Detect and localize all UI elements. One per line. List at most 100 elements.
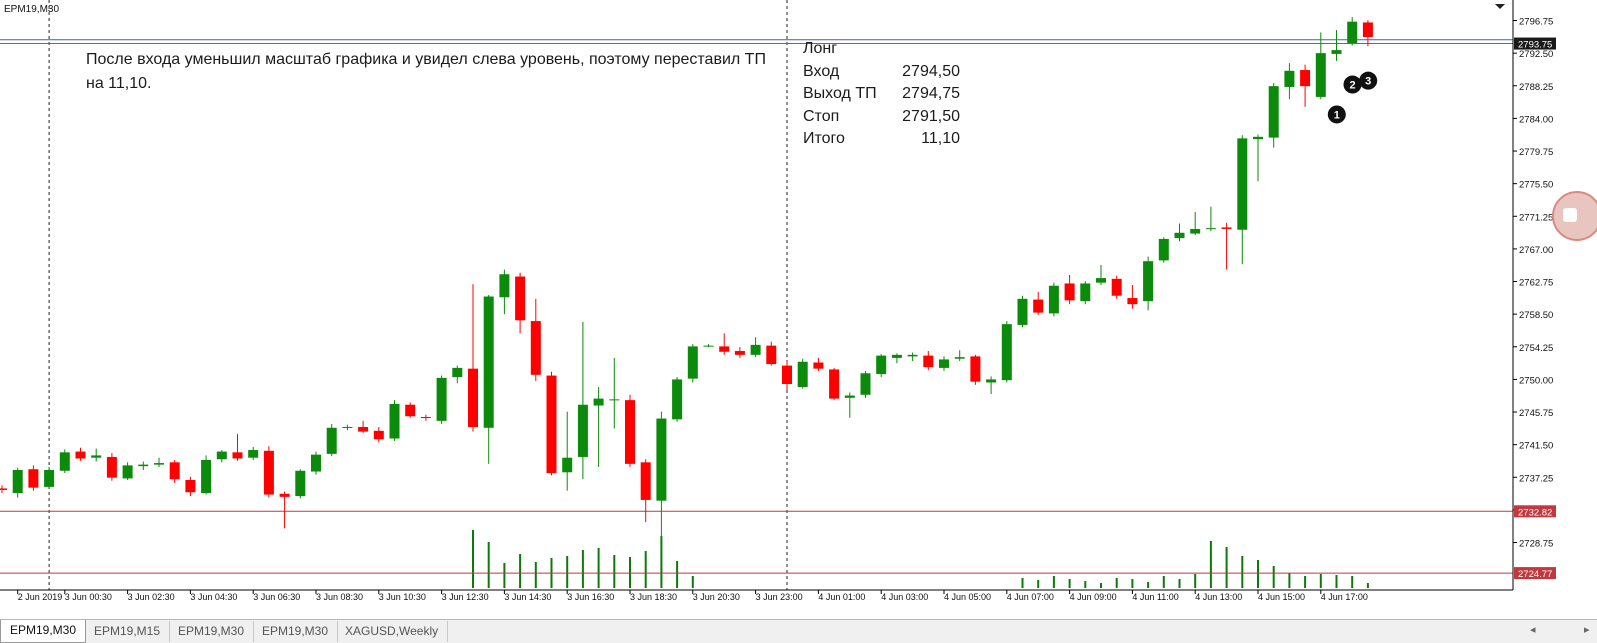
camera-icon bbox=[1563, 208, 1577, 222]
trade-title: Лонг bbox=[803, 40, 838, 57]
candle-body bbox=[1111, 278, 1122, 296]
candle-body bbox=[1017, 298, 1028, 325]
tab-chart-4[interactable]: EPM19,M30 bbox=[253, 621, 339, 642]
time-tick-label: 3 Jun 16:30 bbox=[567, 592, 614, 602]
candle-body bbox=[483, 296, 494, 428]
trade-marker-circle bbox=[1359, 71, 1378, 90]
price-axis[interactable]: 2796.75 2792.50 2788.25 2784.00 2779.75 2775.… bbox=[1513, 17, 1556, 581]
candle-body bbox=[1174, 232, 1185, 239]
chart-tabs-bar: EPM19,M30 EPM19,M15 EPM19,M30 EPM19,M30 … bbox=[0, 619, 1597, 643]
candle-body bbox=[546, 375, 557, 474]
price-tick-label: 2745.75 bbox=[1519, 408, 1553, 419]
candle-body bbox=[216, 451, 227, 460]
candle-body bbox=[44, 469, 55, 487]
candle-body bbox=[1315, 53, 1326, 97]
candle-body bbox=[923, 355, 934, 368]
candle-body bbox=[1190, 228, 1201, 234]
candle-body bbox=[122, 465, 133, 479]
candle-body bbox=[829, 369, 840, 399]
candle-body bbox=[719, 346, 730, 352]
candle-body bbox=[106, 456, 117, 478]
price-tick-label: 2784.00 bbox=[1519, 114, 1553, 125]
candle-body bbox=[1205, 228, 1216, 230]
candle-body bbox=[672, 379, 683, 420]
candle-body bbox=[1001, 324, 1012, 381]
price-tick-label: 2796.75 bbox=[1519, 17, 1553, 28]
candle-body bbox=[609, 399, 620, 401]
candle-body bbox=[577, 404, 588, 457]
candle-body bbox=[1033, 299, 1044, 313]
tab-chart-1[interactable]: EPM19,M30 bbox=[0, 620, 87, 643]
price-label-box bbox=[1514, 505, 1556, 518]
candle-body bbox=[1253, 136, 1263, 140]
candle-body bbox=[750, 344, 761, 355]
separators-layer bbox=[48, 0, 788, 590]
candle-body bbox=[530, 321, 541, 375]
tabs-next-icon[interactable]: ▸ bbox=[1584, 624, 1590, 636]
tab-chart-3[interactable]: EPM19,M30 bbox=[169, 621, 255, 642]
candle-body bbox=[970, 356, 981, 382]
tab-chart-2[interactable]: EPM19,M15 bbox=[85, 621, 171, 642]
candle-body bbox=[1127, 298, 1138, 305]
price-tick-label: 2741.50 bbox=[1519, 441, 1553, 452]
time-tick-label: 4 Jun 13:00 bbox=[1195, 592, 1242, 602]
price-tick-label: 2728.75 bbox=[1519, 539, 1553, 550]
time-axis[interactable]: 2 Jun 2019 3 Jun 00:30 3 Jun 02:30 3 Jun 04… bbox=[17, 590, 1368, 602]
trade-marker-circle bbox=[1343, 75, 1362, 94]
candle-body bbox=[891, 354, 902, 358]
trade-label: Вход bbox=[803, 62, 840, 80]
time-tick-label: 4 Jun 01:00 bbox=[818, 592, 865, 602]
price-tick-label: 2762.75 bbox=[1519, 278, 1553, 289]
candle-body bbox=[232, 452, 243, 459]
shift-chart-icon[interactable] bbox=[1495, 4, 1505, 9]
time-tick-label: 3 Jun 04:30 bbox=[190, 592, 237, 602]
candle-body bbox=[452, 367, 463, 378]
trade-summary: Лонг Вход 2794,50 Выход ТП 2794,75 Стоп … bbox=[803, 38, 983, 151]
trade-row-entry: Вход 2794,50 bbox=[803, 61, 983, 84]
price-tick-label: 2788.25 bbox=[1519, 82, 1553, 93]
candle-body bbox=[389, 403, 400, 439]
time-tick-label: 3 Jun 00:30 bbox=[65, 592, 112, 602]
price-tick-label: 2792.50 bbox=[1519, 49, 1553, 60]
time-tick-label: 3 Jun 06:30 bbox=[253, 592, 300, 602]
candles-layer bbox=[0, 17, 1373, 538]
candle-body bbox=[1362, 22, 1373, 38]
candle-body bbox=[436, 377, 447, 421]
time-tick-label: 4 Jun 05:00 bbox=[944, 592, 991, 602]
candle-body bbox=[342, 427, 353, 429]
candle-body bbox=[1096, 278, 1106, 283]
candle-body bbox=[1331, 50, 1342, 54]
candle-body bbox=[75, 451, 86, 459]
candle-body bbox=[295, 470, 306, 497]
time-tick-label: 3 Jun 02:30 bbox=[128, 592, 175, 602]
price-tick-label: 2754.25 bbox=[1519, 343, 1553, 354]
horizontal-lines-layer bbox=[0, 39, 1513, 574]
candle-body bbox=[939, 359, 949, 368]
price-tick-label: 2737.25 bbox=[1519, 473, 1553, 484]
trade-value: 2794,50 bbox=[902, 62, 960, 80]
chart-background bbox=[0, 0, 1597, 619]
chart-canvas[interactable]: 12 3 2796.752792.502788.252784.002779.752… bbox=[0, 0, 1597, 619]
tab-chart-5[interactable]: XAGUSD,Weekly bbox=[336, 621, 449, 642]
tabs-prev-icon[interactable]: ◂ bbox=[1530, 624, 1536, 636]
time-tick-label: 4 Jun 17:00 bbox=[1321, 592, 1368, 602]
candle-body bbox=[169, 462, 180, 480]
one-click-trading-button[interactable] bbox=[1552, 191, 1597, 241]
candle-body bbox=[515, 276, 526, 321]
candle-body bbox=[1284, 70, 1295, 87]
symbol-label: EPM19,M30 bbox=[4, 4, 59, 15]
trade-label: Выход ТП bbox=[803, 85, 877, 102]
trade-label: Итого bbox=[803, 130, 845, 147]
trade-row-stop: Стоп 2791,50 bbox=[803, 106, 983, 129]
candle-body bbox=[703, 345, 714, 347]
price-label-text: 2793.75 bbox=[1518, 40, 1552, 51]
candle-body bbox=[311, 454, 321, 472]
candle-body bbox=[358, 427, 369, 432]
time-tick-label: 3 Jun 23:00 bbox=[756, 592, 803, 602]
trade-value: 2791,50 bbox=[902, 107, 960, 125]
price-label-box bbox=[1514, 567, 1556, 580]
candle-body bbox=[687, 346, 698, 379]
candle-body bbox=[876, 355, 887, 375]
candle-body bbox=[1064, 283, 1075, 301]
candle-body bbox=[248, 450, 259, 458]
